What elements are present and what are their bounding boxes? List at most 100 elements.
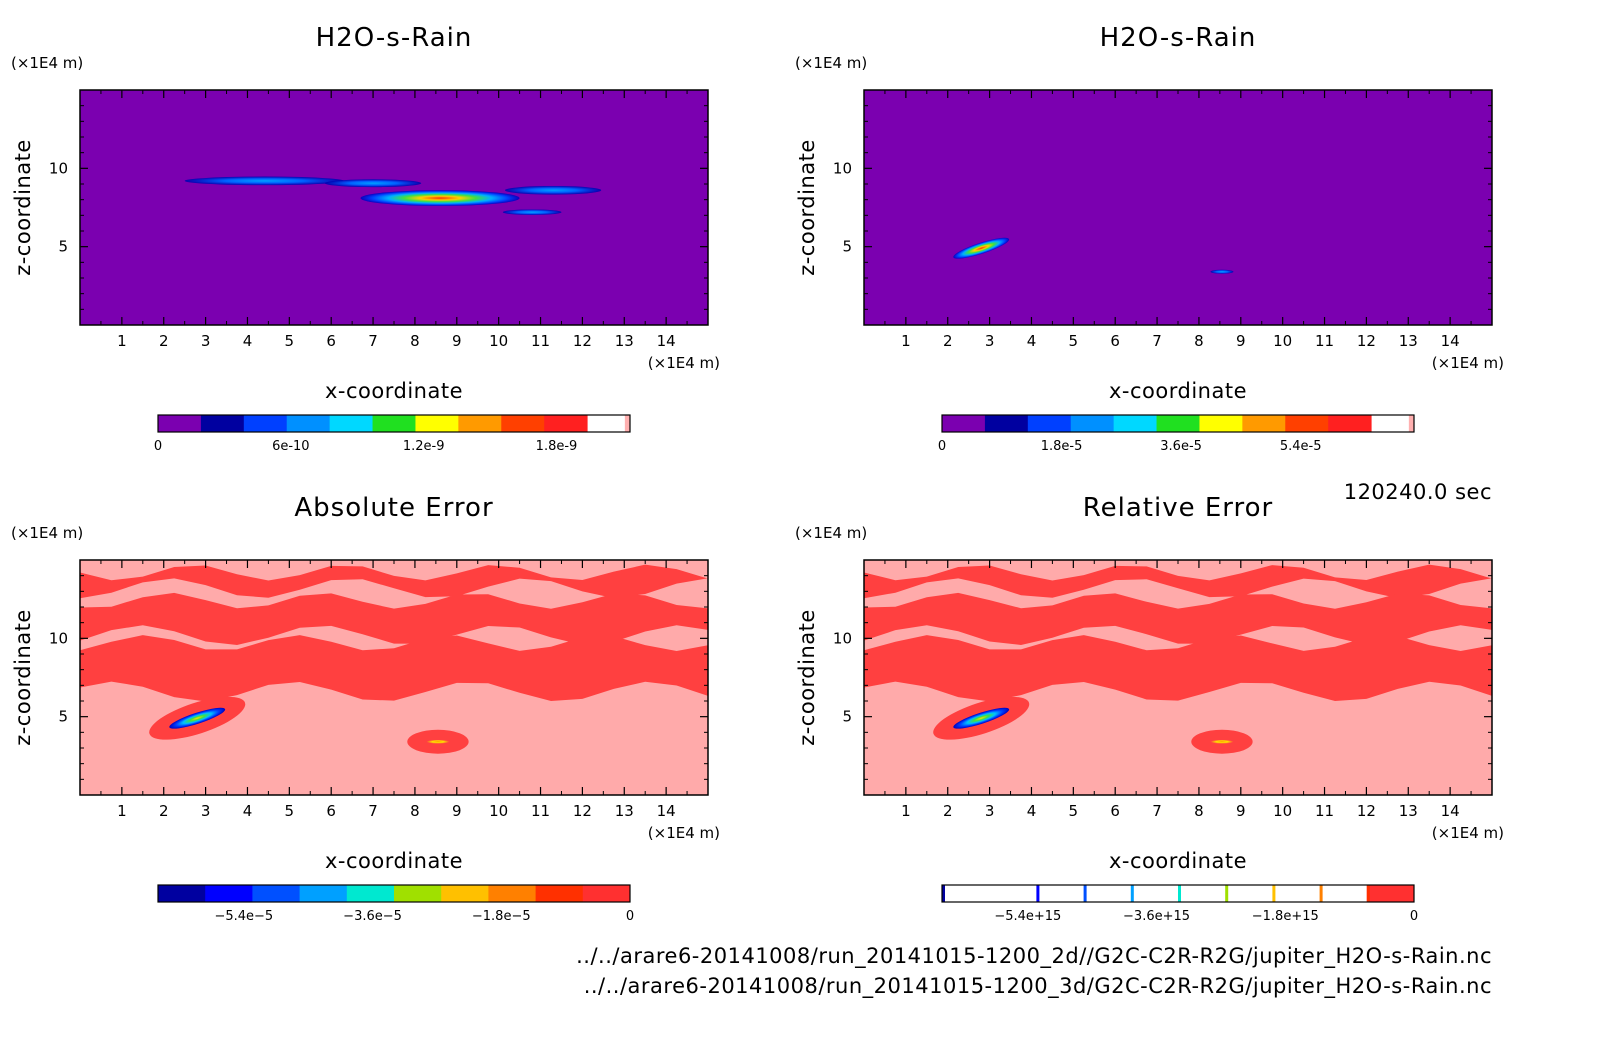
x-tick-label: 2 — [943, 332, 953, 350]
colorbar: 0 1.8e-5 3.6e-5 5.4e-5 — [938, 414, 1415, 454]
x-tick-label: 5 — [1069, 332, 1079, 350]
colorbar-segment — [200, 415, 245, 432]
x-tick-label: 6 — [326, 332, 336, 350]
colorbar-tick-label: 0 — [154, 439, 162, 454]
x-axis-ticks: 1 2 3 4 5 6 7 8 9 10 11 12 13 14 — [884, 560, 1472, 820]
x-tick-label: 4 — [243, 332, 253, 350]
colorbar-tick-label: −1.8e−5 — [472, 909, 531, 924]
colorbar-segment — [286, 415, 331, 432]
x-tick-label: 9 — [1236, 802, 1246, 820]
error-band — [80, 592, 708, 645]
y-unit-label: (×1E4 m) — [11, 54, 83, 72]
x-tick-label: 6 — [326, 802, 336, 820]
colorbar-segment — [205, 885, 253, 902]
x-tick-label: 6 — [1110, 332, 1120, 350]
colorbar-segment — [1285, 415, 1329, 432]
x-tick-label: 9 — [452, 802, 462, 820]
colorbar-segment — [1130, 885, 1179, 902]
colorbar-segment — [441, 885, 489, 902]
colorbar-tick-label: 5.4e-5 — [1280, 439, 1322, 454]
colorbar-segment — [394, 885, 442, 902]
colorbar-tick-label: 3.6e-5 — [1160, 439, 1202, 454]
x-tick-label: 13 — [615, 802, 634, 820]
colorbar-segment — [488, 885, 537, 902]
x-unit-label: (×1E4 m) — [1432, 824, 1504, 842]
x-tick-label: 5 — [1069, 802, 1079, 820]
x-axis-label: x-coordinate — [325, 379, 463, 403]
y-axis-ticks: 5 10 — [833, 575, 1492, 780]
panel-title: Absolute Error — [294, 493, 493, 523]
contour-field — [80, 560, 708, 795]
colorbar-separator — [1272, 885, 1276, 902]
colorbar-frame — [941, 884, 1415, 903]
y-tick-label: 10 — [49, 629, 68, 647]
colorbar-segment — [1328, 415, 1372, 432]
x-tick-label: 7 — [368, 802, 378, 820]
colorbar-separator — [1130, 885, 1134, 902]
x-tick-label: 11 — [531, 802, 550, 820]
x-tick-label: 8 — [1194, 332, 1204, 350]
contour-feature — [502, 209, 562, 215]
y-unit-label: (×1E4 m) — [795, 524, 867, 542]
x-tick-label: 7 — [1152, 802, 1162, 820]
colorbar-separator — [1083, 885, 1087, 902]
x-tick-label: 2 — [943, 802, 953, 820]
x-tick-label: 14 — [657, 802, 676, 820]
x-axis-ticks: 1 2 3 4 5 6 7 8 9 10 11 12 13 14 — [100, 560, 688, 820]
file-path-3d: ../../arare6-20141008/run_20141015-1200_… — [583, 974, 1492, 998]
y-axis-label: z-coordinate — [11, 139, 35, 276]
colorbar: 0 6e-10 1.2e-9 1.8e-9 — [154, 414, 631, 454]
x-tick-label: 13 — [1399, 802, 1418, 820]
colorbar-segment — [346, 885, 395, 902]
colorbar-tick-label: 1.8e-5 — [1041, 439, 1083, 454]
y-tick-label: 5 — [58, 708, 68, 726]
colorbar-segment — [984, 415, 1029, 432]
colorbar-segment — [1366, 885, 1415, 902]
x-tick-label: 10 — [489, 802, 508, 820]
error-band — [864, 635, 1492, 702]
colorbar-tick-label: 0 — [1410, 909, 1418, 924]
x-tick-label: 7 — [368, 332, 378, 350]
x-tick-label: 4 — [243, 802, 253, 820]
colorbar-separator — [1366, 885, 1370, 902]
colorbar-segment — [1113, 415, 1158, 432]
x-tick-label: 11 — [531, 332, 550, 350]
x-unit-label: (×1E4 m) — [1432, 354, 1504, 372]
file-path-2d: ../../arare6-20141008/run_20141015-1200_… — [576, 944, 1492, 968]
x-tick-label: 8 — [1194, 802, 1204, 820]
x-tick-label: 13 — [615, 332, 634, 350]
contour-feature — [169, 707, 226, 729]
colorbar-tick-label: 0 — [938, 439, 946, 454]
contour-feature — [953, 707, 1010, 729]
y-tick-label: 5 — [842, 708, 852, 726]
x-tick-label: 1 — [117, 332, 127, 350]
field-background — [80, 90, 708, 325]
x-unit-label: (×1E4 m) — [648, 824, 720, 842]
colorbar-segment — [158, 415, 202, 432]
x-tick-label: 4 — [1027, 802, 1037, 820]
x-tick-label: 2 — [159, 332, 169, 350]
x-tick-label: 12 — [1357, 802, 1376, 820]
colorbar-segment — [501, 415, 545, 432]
x-tick-label: 12 — [1357, 332, 1376, 350]
x-tick-label: 12 — [573, 802, 592, 820]
panel-title: H2O-s-Rain — [316, 23, 473, 53]
contour-feature — [360, 190, 520, 206]
colorbar-segment — [415, 415, 459, 432]
contour-field — [80, 90, 708, 325]
x-tick-label: 14 — [1441, 332, 1460, 350]
y-axis-ticks: 5 10 — [49, 575, 708, 780]
x-tick-label: 9 — [452, 332, 462, 350]
colorbar-segment — [1036, 885, 1085, 902]
panel-title: H2O-s-Rain — [1100, 23, 1257, 53]
colorbar-tick-label: −3.6e+15 — [1123, 909, 1190, 924]
time-stamp: 120240.0 sec — [1343, 480, 1492, 504]
x-tick-label: 3 — [985, 802, 995, 820]
colorbar-segment — [1027, 415, 1072, 432]
error-band — [80, 635, 708, 702]
colorbar-segment — [329, 415, 374, 432]
x-tick-label: 6 — [1110, 802, 1120, 820]
contour-feature — [184, 176, 344, 186]
